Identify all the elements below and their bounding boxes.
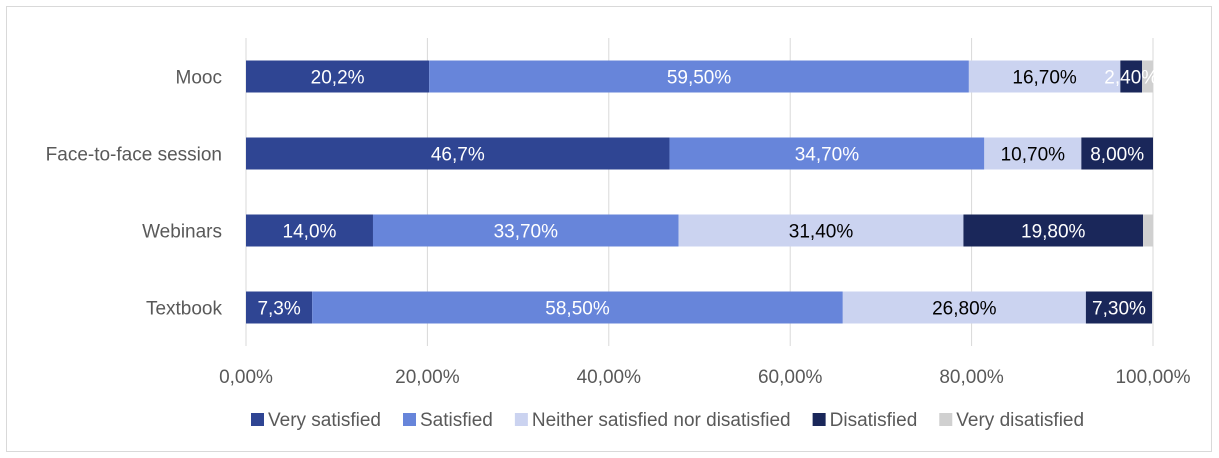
data-label: 58,50% xyxy=(545,299,610,320)
category-label-webinars: Webinars xyxy=(142,222,222,243)
legend: Very satisfied Satisfied Neither satisfied… xyxy=(251,410,1084,431)
legend-label-satisfied: Satisfied xyxy=(420,410,493,431)
data-label: 7,30% xyxy=(1092,299,1146,320)
legend-label-neither-satisfied-nor-disatisfied: Neither satisfied nor disatisfied xyxy=(532,410,791,431)
legend-label-disatisfied: Disatisfied xyxy=(830,410,918,431)
data-label: 19,80% xyxy=(1021,222,1086,243)
bar-face-to-face-session-very-satisfied xyxy=(246,137,670,170)
bars xyxy=(246,60,1153,324)
data-label: 14,0% xyxy=(283,222,337,243)
data-label: 7,3% xyxy=(257,299,300,320)
bar-textbook-satisfied xyxy=(312,291,843,324)
bar-mooc-very-satisfied xyxy=(246,60,430,93)
bar-textbook-very-satisfied xyxy=(246,291,313,324)
bar-face-to-face-session-satisfied xyxy=(669,137,985,170)
data-label: 33,70% xyxy=(494,222,559,243)
category-label-textbook: Textbook xyxy=(146,299,223,320)
legend-swatch-very-disatisfied xyxy=(939,413,953,426)
bar-webinars-neither-satisfied-nor-disatisfied xyxy=(678,214,964,247)
x-tick-label: 80,00% xyxy=(939,367,1004,388)
data-label: 8,00% xyxy=(1090,145,1144,166)
x-tick-label: 60,00% xyxy=(758,367,823,388)
data-label: 34,70% xyxy=(795,145,860,166)
x-tick-label: 0,00% xyxy=(219,367,273,388)
x-tick-label: 100,00% xyxy=(1115,367,1190,388)
data-label: 16,70% xyxy=(1012,68,1077,89)
bar-textbook-disatisfied xyxy=(1085,291,1153,324)
legend-swatch-very-satisfied xyxy=(251,413,264,426)
data-label: 31,40% xyxy=(789,222,854,243)
category-label-mooc: Mooc xyxy=(176,68,222,89)
data-label: 20,2% xyxy=(311,68,365,89)
bar-webinars-disatisfied xyxy=(963,214,1144,247)
bar-mooc-neither-satisfied-nor-disatisfied xyxy=(968,60,1121,93)
x-axis-ticks: 0,00% 20,00% 40,00% 60,00% 80,00% 100,00% xyxy=(219,367,1191,388)
bar-textbook-neither-satisfied-nor-disatisfied xyxy=(842,291,1086,324)
data-label: 26,80% xyxy=(932,299,997,320)
legend-swatch-disatisfied xyxy=(812,413,826,426)
x-tick-label: 20,00% xyxy=(395,367,460,388)
bar-webinars-very-disatisfied xyxy=(1143,214,1153,247)
bar-webinars-very-satisfied xyxy=(246,214,373,247)
data-label: 2,40% xyxy=(1104,68,1158,89)
bar-face-to-face-session-neither-satisfied-nor-disatisfied xyxy=(984,137,1082,170)
category-labels: Mooc Face-to-face session Webinars Textbook xyxy=(46,68,223,320)
data-label: 59,50% xyxy=(667,68,732,89)
bar-face-to-face-session-disatisfied xyxy=(1081,137,1153,170)
bar-mooc-very-disatisfied xyxy=(1142,60,1153,93)
legend-swatch-satisfied xyxy=(403,413,416,426)
bar-mooc-satisfied xyxy=(429,60,969,93)
legend-label-very-satisfied: Very satisfied xyxy=(268,410,381,431)
bar-mooc-disatisfied xyxy=(1120,60,1143,93)
data-label: 46,7% xyxy=(431,145,485,166)
x-tick-label: 40,00% xyxy=(577,367,642,388)
category-label-face-to-face-session: Face-to-face session xyxy=(46,145,222,166)
legend-label-very-disatisfied: Very disatisfied xyxy=(956,410,1084,431)
bar-webinars-satisfied xyxy=(372,214,679,247)
data-label: 10,70% xyxy=(1001,145,1066,166)
legend-swatch-neither-satisfied-nor-disatisfied xyxy=(514,413,528,426)
bar-labels: 20,2% 59,50% 16,70% 2,40% 46,7% 34,70% 10,70% 8… xyxy=(257,68,1158,320)
